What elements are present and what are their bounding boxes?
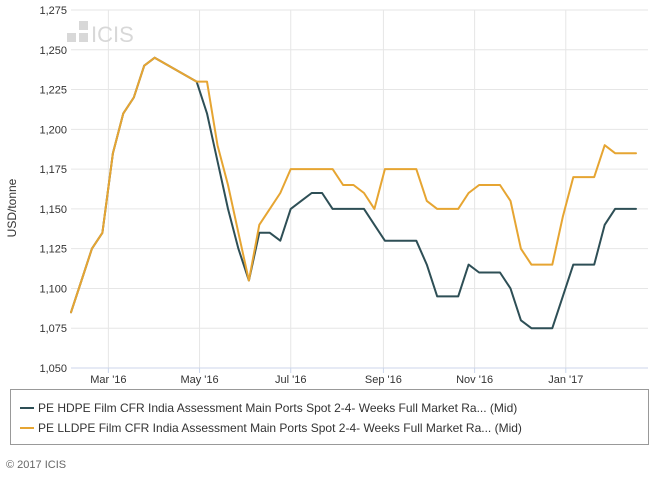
x-tick-label: Mar '16: [90, 374, 126, 386]
legend-box: [10, 389, 649, 445]
y-tick-label: 1,200: [39, 124, 67, 136]
y-tick-label: 1,250: [39, 45, 67, 57]
legend-label: PE LLDPE Film CFR India Assessment Main …: [38, 421, 522, 435]
legend-item-1[interactable]: PE HDPE Film CFR India Assessment Main P…: [20, 401, 517, 415]
series-line-1[interactable]: [70, 56, 637, 330]
copyright-text: © 2017 ICIS: [6, 459, 67, 471]
y-tick-label: 1,125: [39, 244, 67, 256]
y-axis-label: USD/tonne: [5, 178, 19, 237]
icis-watermark: ICIS: [67, 21, 134, 47]
y-tick-label: 1,225: [39, 85, 67, 97]
y-tick-label: 1,275: [39, 5, 67, 17]
y-tick-label: 1,100: [39, 283, 67, 295]
x-tick-label: Sep '16: [365, 374, 402, 386]
series-line-2[interactable]: [70, 56, 637, 314]
y-tick-label: 1,175: [39, 164, 67, 176]
x-tick-label: Jan '17: [548, 374, 583, 386]
legend-item-2[interactable]: PE LLDPE Film CFR India Assessment Main …: [20, 421, 522, 435]
series-lines[interactable]: [70, 56, 637, 330]
x-tick-label: Nov '16: [456, 374, 493, 386]
legend[interactable]: PE HDPE Film CFR India Assessment Main P…: [10, 389, 649, 445]
y-tick-label: 1,150: [39, 204, 67, 216]
y-tick-label: 1,075: [39, 323, 67, 335]
axes: 1,050 1,075 1,100 1,125 1,150 1,175 1,200 1,225…: [39, 5, 648, 386]
x-tick-label: May '16: [180, 374, 218, 386]
watermark-text: ICIS: [91, 22, 134, 47]
x-tick-label: Jul '16: [275, 374, 306, 386]
legend-label: PE HDPE Film CFR India Assessment Main P…: [38, 401, 517, 415]
y-tick-label: 1,050: [39, 363, 67, 375]
icis-logo-icon: [67, 21, 88, 42]
